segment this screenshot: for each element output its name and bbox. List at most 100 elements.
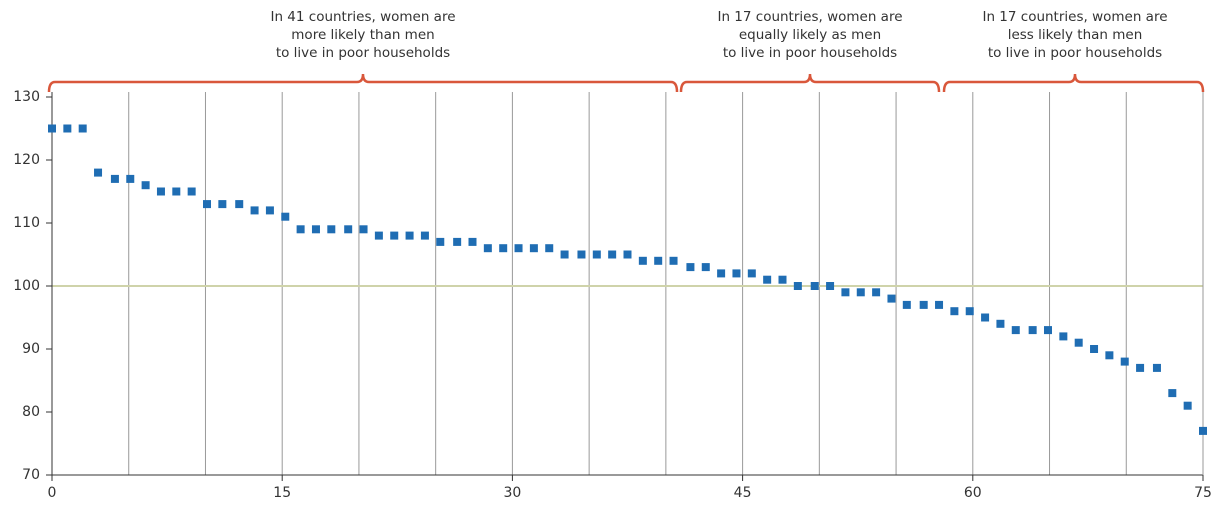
point <box>701 263 710 272</box>
x-tick-label: 30 <box>503 485 521 501</box>
point <box>420 231 429 240</box>
annotation: In 17 countries, women are <box>717 9 902 25</box>
point <box>483 244 492 253</box>
y-tick-label: 80 <box>22 404 40 420</box>
point <box>872 288 881 297</box>
point <box>981 313 990 322</box>
point <box>623 250 632 259</box>
point <box>344 225 353 234</box>
annotation: more likely than men <box>291 27 434 43</box>
point <box>935 300 944 309</box>
point <box>717 269 726 278</box>
point <box>1059 332 1068 341</box>
point <box>110 174 119 183</box>
point <box>1152 363 1161 372</box>
point <box>63 124 72 133</box>
point <box>172 187 181 196</box>
point <box>965 307 974 316</box>
y-tick-label: 70 <box>22 467 40 483</box>
point <box>94 168 103 177</box>
point <box>390 231 399 240</box>
annotation: In 17 countries, women are <box>982 9 1167 25</box>
point <box>592 250 601 259</box>
point <box>1043 326 1052 335</box>
annotation: In 41 countries, women are <box>270 9 455 25</box>
point <box>919 300 928 309</box>
point <box>203 200 212 209</box>
point <box>529 244 538 253</box>
point <box>608 250 617 259</box>
point <box>265 206 274 215</box>
point <box>374 231 383 240</box>
point <box>950 307 959 316</box>
x-tick-label: 75 <box>1194 485 1212 501</box>
point <box>763 275 772 284</box>
x-tick-label: 60 <box>964 485 982 501</box>
point <box>996 319 1005 328</box>
point <box>1028 326 1037 335</box>
point <box>359 225 368 234</box>
x-tick-label: 15 <box>273 485 291 501</box>
brace <box>679 73 941 93</box>
point <box>887 294 896 303</box>
y-tick-label: 100 <box>13 278 40 294</box>
x-tick-label: 45 <box>734 485 752 501</box>
point <box>902 300 911 309</box>
y-tick-label: 110 <box>13 215 40 231</box>
point <box>732 269 741 278</box>
point <box>1168 389 1177 398</box>
point <box>235 200 244 209</box>
point <box>218 200 227 209</box>
point <box>826 282 835 290</box>
point <box>810 282 819 290</box>
point <box>638 256 647 265</box>
point <box>669 256 678 265</box>
y-tick-label: 120 <box>13 152 40 168</box>
point <box>311 225 320 234</box>
point <box>1105 351 1114 360</box>
point <box>78 124 87 133</box>
point <box>747 269 756 278</box>
point <box>436 237 445 246</box>
point <box>453 237 462 246</box>
point <box>1136 363 1145 372</box>
point <box>1011 326 1020 335</box>
point <box>141 181 150 190</box>
point <box>1120 357 1129 366</box>
point <box>545 244 554 253</box>
point <box>499 244 508 253</box>
x-tick-label: 0 <box>48 485 57 501</box>
point <box>405 231 414 240</box>
point <box>560 250 569 259</box>
point <box>250 206 259 215</box>
point <box>841 288 850 297</box>
point <box>577 250 586 259</box>
y-tick-label: 130 <box>13 89 40 105</box>
point <box>793 282 802 290</box>
point <box>1074 338 1083 347</box>
point <box>1090 345 1099 353</box>
point <box>514 244 523 253</box>
point <box>468 237 477 246</box>
point <box>48 124 56 133</box>
point <box>654 256 663 265</box>
point <box>1183 401 1192 410</box>
point <box>296 225 305 234</box>
annotation: equally likely as men <box>739 27 881 43</box>
annotation: to live in poor households <box>723 45 897 61</box>
brace <box>47 73 679 93</box>
point <box>327 225 336 234</box>
point <box>187 187 196 196</box>
point <box>1199 426 1207 435</box>
point <box>126 174 135 183</box>
annotation: to live in poor households <box>988 45 1162 61</box>
point <box>686 263 695 272</box>
point <box>778 275 787 284</box>
annotation: to live in poor households <box>276 45 450 61</box>
annotation: less likely than men <box>1008 27 1143 43</box>
point <box>281 212 290 221</box>
point <box>156 187 165 196</box>
y-tick-label: 90 <box>22 341 40 357</box>
brace <box>942 73 1205 93</box>
